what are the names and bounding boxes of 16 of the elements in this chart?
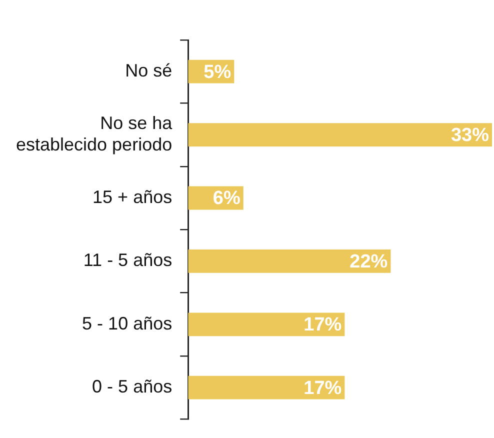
- y-tick-label: 0 - 5 años: [92, 376, 172, 397]
- y-tick-label: 5 - 10 años: [82, 313, 172, 334]
- data-label: 17%: [304, 378, 342, 399]
- y-tick-label: 11 - 5 años: [83, 250, 172, 270]
- y-tick-label: No sé: [125, 60, 172, 81]
- data-label: 5%: [204, 62, 232, 83]
- y-tick-label: 15 + años: [92, 186, 172, 207]
- data-label: 22%: [350, 251, 388, 272]
- bar: [188, 312, 345, 336]
- data-label: 17%: [304, 314, 342, 336]
- bar: [188, 250, 391, 273]
- bar: [188, 376, 345, 400]
- data-label: 6%: [212, 188, 240, 210]
- data-label: 33%: [450, 125, 490, 146]
- bar: [188, 123, 492, 146]
- y-tick-label: No se ha establecido periodo: [16, 112, 174, 155]
